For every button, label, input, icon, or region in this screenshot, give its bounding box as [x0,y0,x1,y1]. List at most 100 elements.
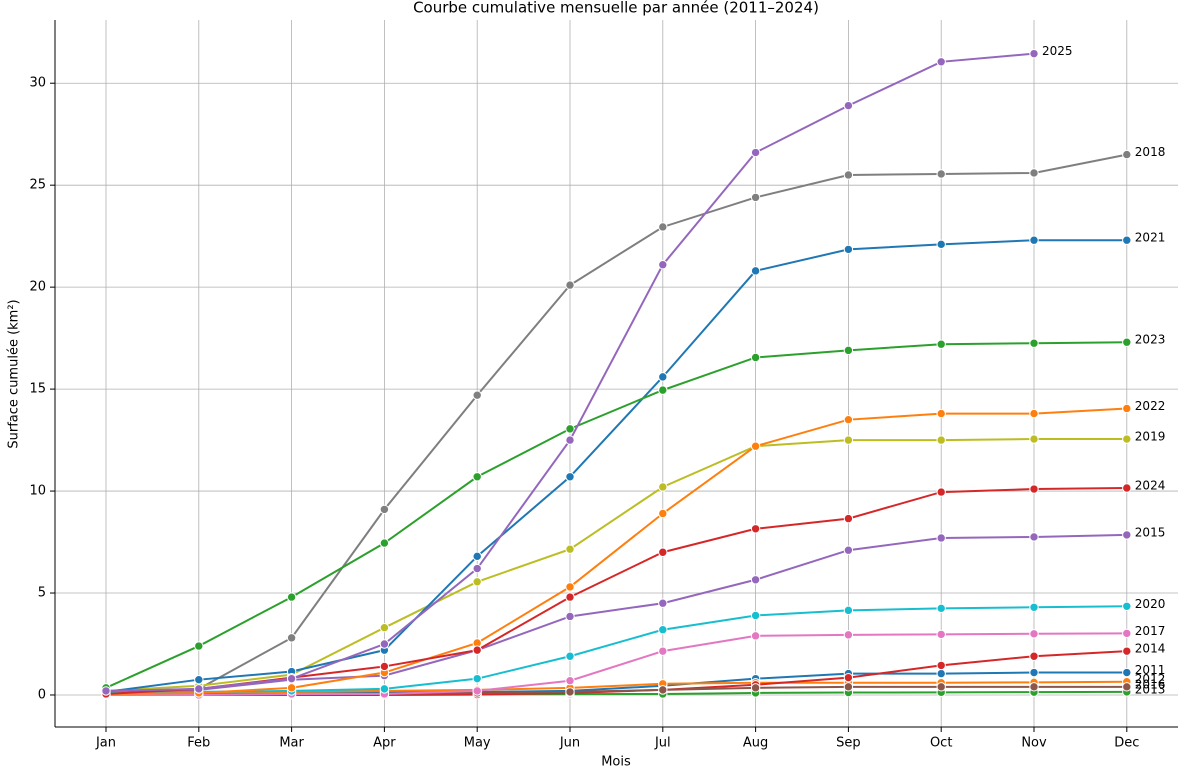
point [1122,149,1132,160]
y-tick-label: 15 [29,382,46,397]
point [936,239,946,250]
point [1122,682,1132,692]
point [658,646,668,656]
series-line [105,153,1127,694]
point [936,603,946,614]
point [565,676,575,686]
point [1122,483,1132,493]
point [1122,646,1132,656]
series-label: 2015 [1135,525,1166,539]
point [658,385,668,395]
point [936,668,946,679]
point [936,660,946,671]
point [565,651,575,661]
series-label: 2021 [1135,231,1166,245]
point [843,513,854,524]
point [843,345,854,356]
point [658,598,668,608]
y-tick-label: 25 [29,178,46,193]
series-line [105,239,1127,693]
point [565,582,575,592]
point [1122,530,1132,540]
point [750,441,761,451]
point [1029,408,1039,419]
series-line [105,438,1127,692]
point [936,169,946,179]
point [843,682,854,692]
point [194,641,204,651]
series-label: 2016 [1135,677,1166,691]
x-tick-label: Jun [559,736,580,751]
point [936,682,946,692]
point [843,545,854,555]
point [286,683,297,693]
point [1029,338,1039,348]
point [472,551,482,562]
x-tick-label: Sep [836,736,861,751]
point [658,222,668,232]
point [1029,168,1039,178]
point [565,472,575,482]
point [565,280,575,290]
series-label: 2017 [1135,624,1166,638]
point [565,687,575,697]
point [1122,235,1132,245]
point [750,575,761,585]
point [1029,48,1039,59]
point [1029,484,1039,494]
point [565,611,575,622]
point [472,563,482,574]
point [472,390,482,400]
series-line [106,632,1127,696]
y-tick-label: 10 [29,484,46,499]
x-axis-label: Mois [601,755,631,770]
point [1029,682,1039,692]
x-tick-label: Nov [1021,736,1047,751]
point [936,339,946,349]
point [379,661,390,672]
point [379,639,390,649]
point [472,645,482,655]
point [750,147,761,158]
series-label: 2018 [1135,145,1166,159]
y-tick-label: 0 [38,687,46,702]
series-label: 2020 [1135,597,1166,611]
series-label: 2019 [1135,430,1166,444]
point [565,544,575,554]
point [843,414,854,425]
series-line [105,341,1127,689]
point [750,683,761,693]
point [286,673,297,684]
point [658,547,668,557]
point [843,170,854,180]
x-tick-label: Mar [279,736,304,751]
grid [55,20,1178,727]
series-label: 2024 [1135,479,1166,493]
point [472,673,482,684]
point [750,610,761,621]
series-line [105,407,1127,695]
point [1122,667,1132,678]
point [286,592,297,602]
series-label: 2014 [1135,642,1166,656]
y-tick-label: 30 [29,76,46,91]
point [194,684,204,694]
point [843,100,854,111]
point [1029,434,1039,444]
point [936,629,946,640]
point [936,435,946,445]
point [1029,235,1039,245]
x-tick-label: Jul [654,736,671,751]
point [936,533,946,543]
x-tick-label: Aug [743,736,768,751]
x-tick-label: Jan [95,736,116,751]
point [379,504,390,515]
point [658,625,668,635]
point [1029,629,1039,639]
x-tick-label: May [464,736,491,751]
series-label: 2013 [1135,682,1166,696]
series-line [105,680,1127,695]
point [936,57,946,67]
point [1029,532,1039,542]
